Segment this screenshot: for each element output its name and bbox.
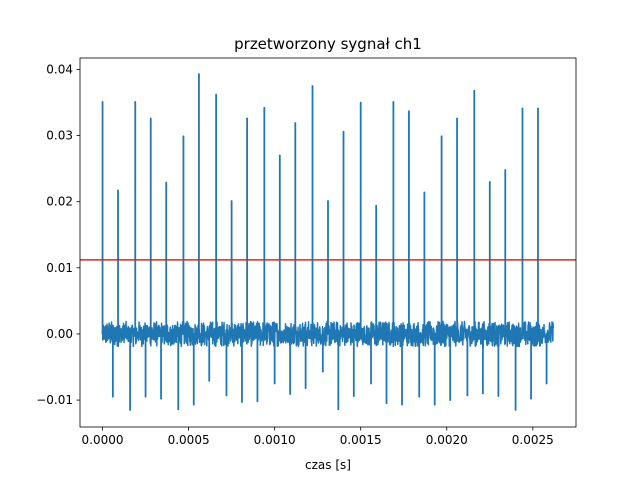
x-tick-label: 0.0010 bbox=[254, 433, 296, 447]
chart-title: przetworzony sygnał ch1 bbox=[234, 35, 422, 53]
y-tick-label: 0.02 bbox=[46, 195, 73, 209]
x-tick-label: 0.0020 bbox=[426, 433, 468, 447]
plot-frame bbox=[79, 57, 577, 428]
y-tick-label: 0.00 bbox=[46, 327, 73, 341]
series-layer bbox=[101, 73, 555, 411]
y-axis: −0.01 0.00 0.01 0.02 0.03 0.04 bbox=[36, 62, 80, 407]
y-tick-label: 0.04 bbox=[46, 62, 73, 76]
x-tick-label: 0.0025 bbox=[512, 433, 554, 447]
x-axis: 0.0000 0.0005 0.0010 0.0015 0.0020 0.0025 bbox=[82, 427, 554, 447]
y-tick-label: 0.03 bbox=[46, 129, 73, 143]
x-tick-label: 0.0015 bbox=[340, 433, 382, 447]
x-tick-label: 0.0005 bbox=[168, 433, 210, 447]
x-axis-label: czas [s] bbox=[305, 458, 351, 472]
x-tick-label: 0.0000 bbox=[82, 433, 124, 447]
y-tick-label: 0.01 bbox=[46, 261, 73, 275]
y-tick-label: −0.01 bbox=[36, 393, 73, 407]
